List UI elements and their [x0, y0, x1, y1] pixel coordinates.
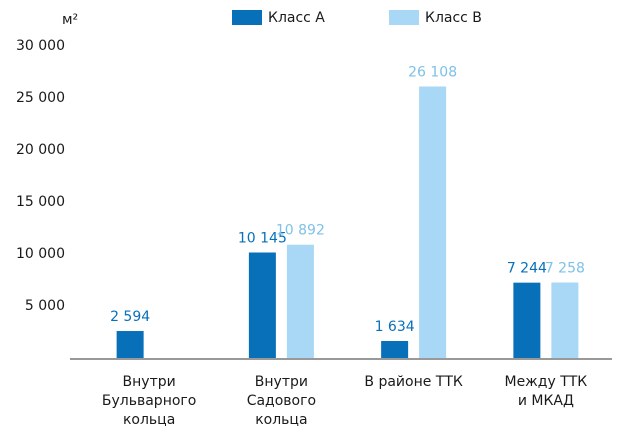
data-label: 10 892: [276, 223, 325, 239]
x-tick-label: кольца: [255, 412, 307, 428]
x-tick-label: Бульварного: [102, 393, 196, 409]
data-label: 7 258: [545, 261, 585, 277]
x-tick-label: Внутри: [123, 374, 176, 390]
legend-swatch: [389, 10, 419, 25]
y-tick-label: 30 000: [16, 38, 65, 54]
data-label: 26 108: [408, 64, 457, 80]
bar: [116, 331, 144, 358]
x-tick-label: кольца: [123, 412, 175, 428]
y-tick-label: 10 000: [16, 246, 65, 262]
bar: [381, 341, 409, 358]
x-tick-label: Внутри: [255, 374, 308, 390]
y-tick-label: 5 000: [25, 298, 65, 314]
x-tick-label: Садового: [247, 393, 316, 409]
x-tick-label: В районе ТТК: [364, 374, 463, 390]
legend-swatch: [232, 10, 262, 25]
bar: [419, 86, 447, 358]
y-tick-label: 15 000: [16, 194, 65, 210]
x-tick-label: и МКАД: [518, 393, 574, 409]
data-label: 7 244: [507, 261, 547, 277]
data-label: 2 594: [110, 309, 150, 325]
y-tick-label: 20 000: [16, 142, 65, 158]
y-tick-label: 25 000: [16, 90, 65, 106]
legend-label: Класс А: [268, 10, 325, 26]
data-label: 1 634: [375, 319, 415, 335]
data-label: 10 145: [238, 230, 287, 246]
x-tick-label: Между ТТК: [504, 374, 587, 390]
y-unit: м²: [62, 12, 78, 28]
bar: [286, 244, 314, 358]
bar: [513, 282, 541, 358]
bar: [551, 282, 579, 358]
legend-label: Класс В: [425, 10, 482, 26]
bar: [248, 252, 276, 358]
